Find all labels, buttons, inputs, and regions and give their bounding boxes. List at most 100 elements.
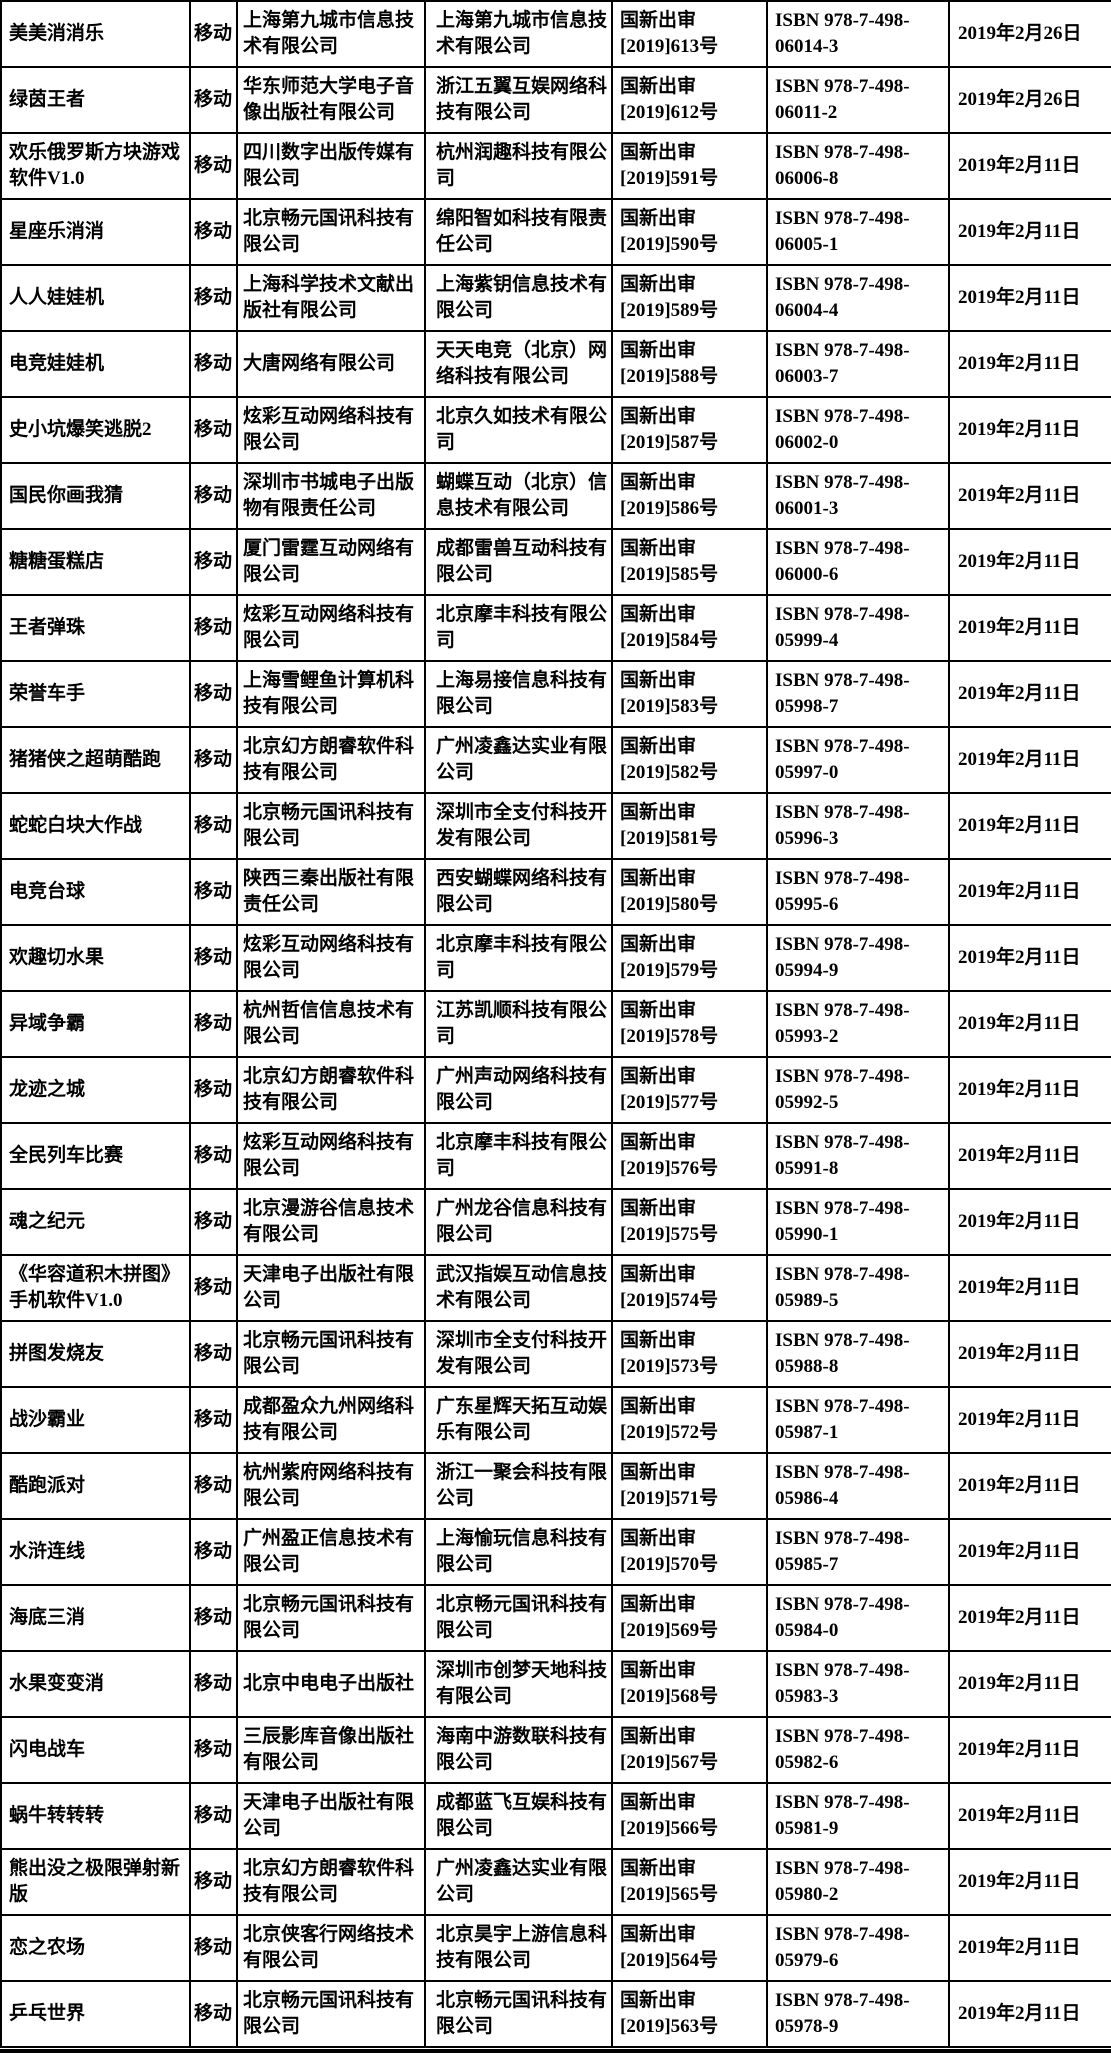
cell-approval-date: 2019年2月11日 [948, 1848, 1111, 1916]
cell-approval-number: 国新出审[2019]585号 [611, 528, 768, 596]
cell-publisher: 炫彩互动网络科技有限公司 [236, 594, 426, 662]
cell-approval-date: 2019年2月11日 [948, 1914, 1111, 1982]
cell-isbn: ISBN 978-7-498-05981-9 [766, 1782, 950, 1850]
cell-isbn: ISBN 978-7-498-06011-2 [766, 66, 950, 134]
table-row: 猪猪侠之超萌酷跑 移动 北京幻方朗睿软件科技有限公司 广州凌鑫达实业有限公司 国… [0, 726, 1111, 794]
cell-game-name: 酷跑派对 [0, 1452, 191, 1520]
table-row: 《华容道积木拼图》手机软件V1.0 移动 天津电子出版社有限公司 武汉指娱互动信… [0, 1254, 1111, 1322]
cell-approval-date: 2019年2月11日 [948, 1320, 1111, 1388]
table-thick-bottom-border [0, 2049, 1111, 2053]
cell-operator: 北京畅元国讯科技有限公司 [424, 1584, 613, 1652]
cell-isbn: ISBN 978-7-498-05987-1 [766, 1386, 950, 1454]
cell-approval-date: 2019年2月11日 [948, 462, 1111, 530]
cell-approval-date: 2019年2月11日 [948, 1518, 1111, 1586]
cell-platform: 移动 [189, 1254, 238, 1322]
cell-publisher: 陕西三秦出版社有限责任公司 [236, 858, 426, 926]
cell-approval-date: 2019年2月11日 [948, 1650, 1111, 1718]
cell-operator: 广东星辉天拓互动娱乐有限公司 [424, 1386, 613, 1454]
cell-platform: 移动 [189, 792, 238, 860]
table-row: 拼图发烧友 移动 北京畅元国讯科技有限公司 深圳市全支付科技开发有限公司 国新出… [0, 1320, 1111, 1388]
cell-approval-date: 2019年2月11日 [948, 990, 1111, 1058]
cell-approval-number: 国新出审[2019]566号 [611, 1782, 768, 1850]
cell-approval-date: 2019年2月11日 [948, 1782, 1111, 1850]
table-row: 熊出没之极限弹射新版 移动 北京幻方朗睿软件科技有限公司 广州凌鑫达实业有限公司… [0, 1848, 1111, 1916]
cell-approval-date: 2019年2月11日 [948, 594, 1111, 662]
cell-isbn: ISBN 978-7-498-06006-8 [766, 132, 950, 200]
table-row: 乒乓世界 移动 北京畅元国讯科技有限公司 北京畅元国讯科技有限公司 国新出审[2… [0, 1980, 1111, 2048]
table-row: 水浒连线 移动 广州盈正信息技术有限公司 上海愉玩信息科技有限公司 国新出审[2… [0, 1518, 1111, 1586]
cell-approval-date: 2019年2月11日 [948, 1716, 1111, 1784]
cell-publisher: 三辰影库音像出版社有限公司 [236, 1716, 426, 1784]
table-row: 电竞娃娃机 移动 大唐网络有限公司 天天电竞（北京）网络科技有限公司 国新出审[… [0, 330, 1111, 398]
cell-approval-number: 国新出审[2019]587号 [611, 396, 768, 464]
cell-publisher: 北京中电电子出版社 [236, 1650, 426, 1718]
cell-operator: 北京摩丰科技有限公司 [424, 924, 613, 992]
cell-platform: 移动 [189, 0, 238, 68]
cell-operator: 杭州润趣科技有限公司 [424, 132, 613, 200]
table-row: 王者弹珠 移动 炫彩互动网络科技有限公司 北京摩丰科技有限公司 国新出审[201… [0, 594, 1111, 662]
cell-operator: 上海第九城市信息技术有限公司 [424, 0, 613, 68]
cell-operator: 广州凌鑫达实业有限公司 [424, 726, 613, 794]
cell-operator: 武汉指娱互动信息技术有限公司 [424, 1254, 613, 1322]
cell-publisher: 北京畅元国讯科技有限公司 [236, 1980, 426, 2048]
cell-isbn: ISBN 978-7-498-05979-6 [766, 1914, 950, 1982]
cell-publisher: 北京畅元国讯科技有限公司 [236, 198, 426, 266]
cell-game-name: 欢乐俄罗斯方块游戏软件V1.0 [0, 132, 191, 200]
cell-game-name: 绿茵王者 [0, 66, 191, 134]
cell-isbn: ISBN 978-7-498-05991-8 [766, 1122, 950, 1190]
cell-game-name: 战沙霸业 [0, 1386, 191, 1454]
table-row: 蛇蛇白块大作战 移动 北京畅元国讯科技有限公司 深圳市全支付科技开发有限公司 国… [0, 792, 1111, 860]
cell-platform: 移动 [189, 198, 238, 266]
cell-approval-number: 国新出审[2019]575号 [611, 1188, 768, 1256]
cell-platform: 移动 [189, 1386, 238, 1454]
cell-operator: 海南中游数联科技有限公司 [424, 1716, 613, 1784]
cell-isbn: ISBN 978-7-498-05997-0 [766, 726, 950, 794]
cell-game-name: 史小坑爆笑逃脱2 [0, 396, 191, 464]
cell-platform: 移动 [189, 1518, 238, 1586]
cell-operator: 北京畅元国讯科技有限公司 [424, 1980, 613, 2048]
cell-approval-number: 国新出审[2019]571号 [611, 1452, 768, 1520]
cell-operator: 天天电竞（北京）网络科技有限公司 [424, 330, 613, 398]
table-row: 龙迹之城 移动 北京幻方朗睿软件科技有限公司 广州声动网络科技有限公司 国新出审… [0, 1056, 1111, 1124]
cell-platform: 移动 [189, 66, 238, 134]
cell-isbn: ISBN 978-7-498-05986-4 [766, 1452, 950, 1520]
cell-operator: 江苏凯顺科技有限公司 [424, 990, 613, 1058]
cell-operator: 广州龙谷信息科技有限公司 [424, 1188, 613, 1256]
cell-approval-date: 2019年2月11日 [948, 792, 1111, 860]
cell-approval-number: 国新出审[2019]581号 [611, 792, 768, 860]
cell-isbn: ISBN 978-7-498-05988-8 [766, 1320, 950, 1388]
cell-platform: 移动 [189, 1056, 238, 1124]
table-row: 闪电战车 移动 三辰影库音像出版社有限公司 海南中游数联科技有限公司 国新出审[… [0, 1716, 1111, 1784]
cell-platform: 移动 [189, 726, 238, 794]
cell-publisher: 天津电子出版社有限公司 [236, 1782, 426, 1850]
cell-isbn: ISBN 978-7-498-06014-3 [766, 0, 950, 68]
cell-platform: 移动 [189, 1452, 238, 1520]
cell-operator: 北京久如技术有限公司 [424, 396, 613, 464]
cell-platform: 移动 [189, 924, 238, 992]
cell-approval-date: 2019年2月26日 [948, 66, 1111, 134]
cell-game-name: 乒乓世界 [0, 1980, 191, 2048]
cell-game-name: 全民列车比赛 [0, 1122, 191, 1190]
cell-isbn: ISBN 978-7-498-06000-6 [766, 528, 950, 596]
cell-platform: 移动 [189, 1782, 238, 1850]
cell-operator: 北京摩丰科技有限公司 [424, 594, 613, 662]
table-row: 蜗牛转转转 移动 天津电子出版社有限公司 成都蓝飞互娱科技有限公司 国新出审[2… [0, 1782, 1111, 1850]
cell-platform: 移动 [189, 1716, 238, 1784]
cell-publisher: 炫彩互动网络科技有限公司 [236, 1122, 426, 1190]
cell-game-name: 水浒连线 [0, 1518, 191, 1586]
cell-platform: 移动 [189, 1584, 238, 1652]
table-row: 海底三消 移动 北京畅元国讯科技有限公司 北京畅元国讯科技有限公司 国新出审[2… [0, 1584, 1111, 1652]
table-row: 绿茵王者 移动 华东师范大学电子音像出版社有限公司 浙江五翼互娱网络科技有限公司… [0, 66, 1111, 134]
cell-publisher: 北京畅元国讯科技有限公司 [236, 792, 426, 860]
cell-approval-number: 国新出审[2019]588号 [611, 330, 768, 398]
cell-approval-number: 国新出审[2019]563号 [611, 1980, 768, 2048]
cell-operator: 成都蓝飞互娱科技有限公司 [424, 1782, 613, 1850]
cell-approval-date: 2019年2月11日 [948, 330, 1111, 398]
cell-platform: 移动 [189, 1188, 238, 1256]
cell-operator: 深圳市全支付科技开发有限公司 [424, 1320, 613, 1388]
cell-game-name: 蜗牛转转转 [0, 1782, 191, 1850]
cell-operator: 广州声动网络科技有限公司 [424, 1056, 613, 1124]
cell-game-name: 猪猪侠之超萌酷跑 [0, 726, 191, 794]
cell-operator: 北京昊宇上游信息科技有限公司 [424, 1914, 613, 1982]
cell-approval-date: 2019年2月11日 [948, 858, 1111, 926]
